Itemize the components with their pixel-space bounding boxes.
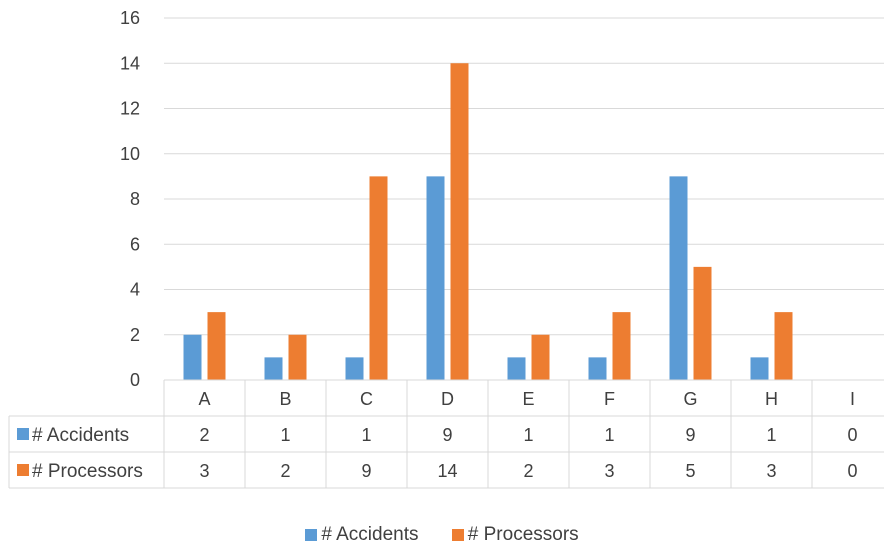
table-cell-accidents-g: 9 — [685, 425, 695, 445]
x-tick-label-b: B — [279, 389, 291, 409]
bar-processors-e — [531, 334, 550, 380]
bar-accidents-c — [345, 357, 364, 380]
bar-processors-a — [207, 312, 226, 380]
table-cell-accidents-i: 0 — [847, 425, 857, 445]
y-tick-label-6: 6 — [130, 234, 140, 254]
bar-processors-h — [774, 312, 793, 380]
legend-item-accidents: # Accidents — [305, 524, 419, 546]
table-cell-accidents-h: 1 — [766, 425, 776, 445]
table-cell-accidents-b: 1 — [280, 425, 290, 445]
legend-label-accidents: # Accidents — [321, 524, 419, 545]
table-swatch-accidents — [17, 428, 29, 440]
x-tick-label-a: A — [198, 389, 210, 409]
y-tick-label-14: 14 — [120, 53, 140, 73]
y-tick-label-16: 16 — [120, 8, 140, 28]
bar-accidents-e — [507, 357, 526, 380]
table-cell-accidents-a: 2 — [199, 425, 209, 445]
bar-accidents-d — [426, 176, 445, 380]
legend-swatch-processors — [451, 529, 464, 541]
x-tick-label-d: D — [441, 389, 454, 409]
table-cell-accidents-f: 1 — [604, 425, 614, 445]
legend: # Accidents # Processors — [0, 524, 884, 547]
bar-accidents-b — [264, 357, 283, 380]
y-tick-label-12: 12 — [120, 99, 140, 119]
y-tick-label-0: 0 — [130, 370, 140, 390]
gridlines — [164, 17, 884, 336]
bar-processors-d — [450, 63, 469, 380]
x-tick-label-e: E — [522, 389, 534, 409]
bar-processors-g — [693, 266, 712, 380]
legend-item-processors: # Processors — [451, 524, 579, 546]
bar-accidents-h — [750, 357, 769, 380]
x-tick-label-i: I — [850, 389, 855, 409]
table-cell-accidents-d: 9 — [442, 425, 452, 445]
legend-label-processors: # Processors — [467, 524, 579, 545]
bar-accidents-a — [183, 334, 202, 380]
table-cell-accidents-c: 1 — [361, 425, 371, 445]
y-tick-label-4: 4 — [130, 280, 140, 300]
bar-processors-c — [369, 176, 388, 380]
x-tick-label-h: H — [765, 389, 778, 409]
table-cell-processors-b: 2 — [280, 461, 290, 481]
bars — [183, 63, 793, 380]
bar-processors-f — [612, 312, 631, 380]
y-tick-label-2: 2 — [130, 325, 140, 345]
y-tick-label-8: 8 — [130, 189, 140, 209]
table-cell-accidents-e: 1 — [523, 425, 533, 445]
table-row-label-accidents: # Accidents — [32, 425, 129, 446]
y-axis: 0 2 4 6 8 10 12 14 16 — [120, 8, 140, 390]
table-cell-processors-e: 2 — [523, 461, 533, 481]
x-tick-label-g: G — [683, 389, 697, 409]
table-cell-processors-d: 14 — [437, 461, 457, 481]
table-cell-processors-g: 5 — [685, 461, 695, 481]
y-tick-label-10: 10 — [120, 144, 140, 164]
table-row-label-processors: # Processors — [32, 461, 143, 482]
data-table: A B C D E F G H I # Accidents 2 1 1 9 1 1 9 1 0 # Processor… — [8, 379, 884, 489]
bar-processors-b — [288, 334, 307, 380]
table-cell-processors-a: 3 — [199, 461, 209, 481]
bar-accidents-f — [588, 357, 607, 380]
legend-swatch-accidents — [305, 529, 318, 541]
table-cell-processors-f: 3 — [604, 461, 614, 481]
table-cell-processors-h: 3 — [766, 461, 776, 481]
table-cell-processors-c: 9 — [361, 461, 371, 481]
table-cell-processors-i: 0 — [847, 461, 857, 481]
x-tick-label-c: C — [360, 389, 373, 409]
bar-accidents-g — [669, 176, 688, 380]
table-swatch-processors — [17, 464, 29, 476]
x-tick-label-f: F — [604, 389, 615, 409]
